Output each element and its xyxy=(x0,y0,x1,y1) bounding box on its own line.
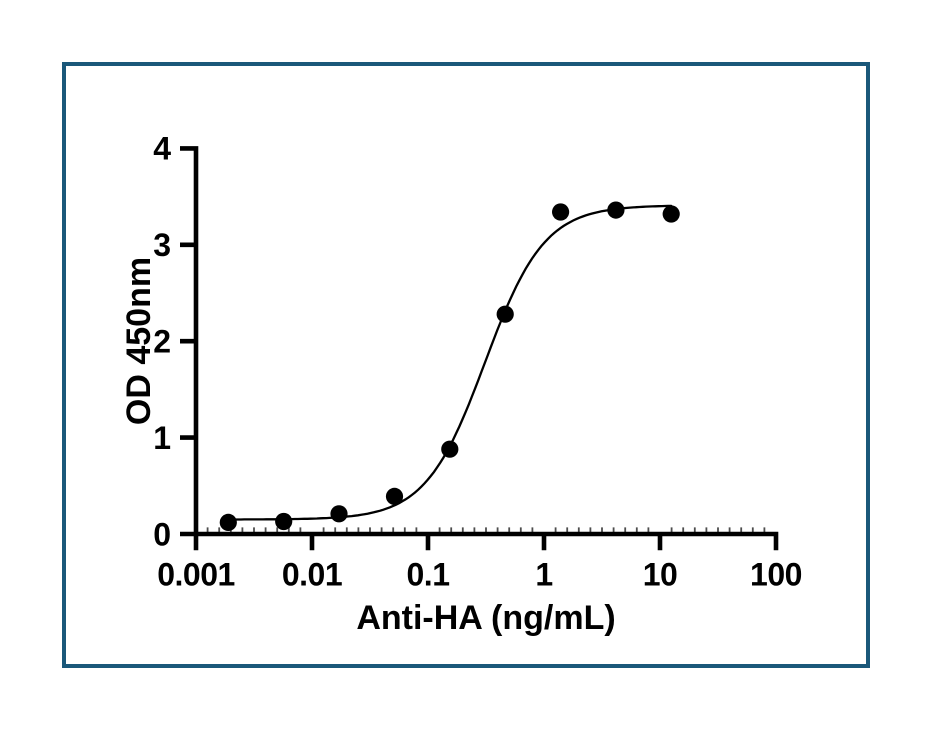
y-tick-label: 3 xyxy=(153,227,170,263)
x-tick-label: 0.1 xyxy=(407,557,450,593)
y-tick-label: 4 xyxy=(153,131,171,167)
y-tick-label: 2 xyxy=(153,324,170,360)
data-point-3 xyxy=(385,487,404,505)
x-tick-label: 0.001 xyxy=(157,557,235,593)
data-point-2 xyxy=(330,505,348,523)
x-minor-ticks xyxy=(206,527,766,533)
data-point-8 xyxy=(662,205,680,223)
data-points xyxy=(219,201,680,532)
data-point-5 xyxy=(496,305,514,323)
x-tick-label: 1 xyxy=(535,557,552,593)
y-tick-labels: 0 1 2 3 4 xyxy=(153,131,172,553)
data-point-7 xyxy=(607,201,625,219)
data-point-4 xyxy=(441,440,459,458)
data-point-0 xyxy=(219,513,237,532)
x-minor-tick-marks xyxy=(206,527,766,533)
y-axis-title: OD 450nm xyxy=(120,257,158,425)
x-tick-label: 0.01 xyxy=(282,557,342,593)
data-point-1 xyxy=(275,512,293,531)
x-tick-label: 10 xyxy=(643,557,678,593)
plot-area: 0.001 0.01 0.1 1 10 100 0 1 2 3 4 xyxy=(153,131,802,593)
axes xyxy=(180,146,779,551)
x-axis-title: Anti-HA (ng/mL) xyxy=(356,599,615,637)
x-tick-label: 100 xyxy=(750,557,802,593)
x-tick-labels: 0.001 0.01 0.1 1 10 100 xyxy=(157,557,802,593)
y-tick-label: 1 xyxy=(153,420,170,456)
fit-curve xyxy=(227,204,673,521)
y-tick-label: 0 xyxy=(153,516,170,552)
data-point-6 xyxy=(552,203,570,221)
figure-frame xyxy=(62,62,870,668)
